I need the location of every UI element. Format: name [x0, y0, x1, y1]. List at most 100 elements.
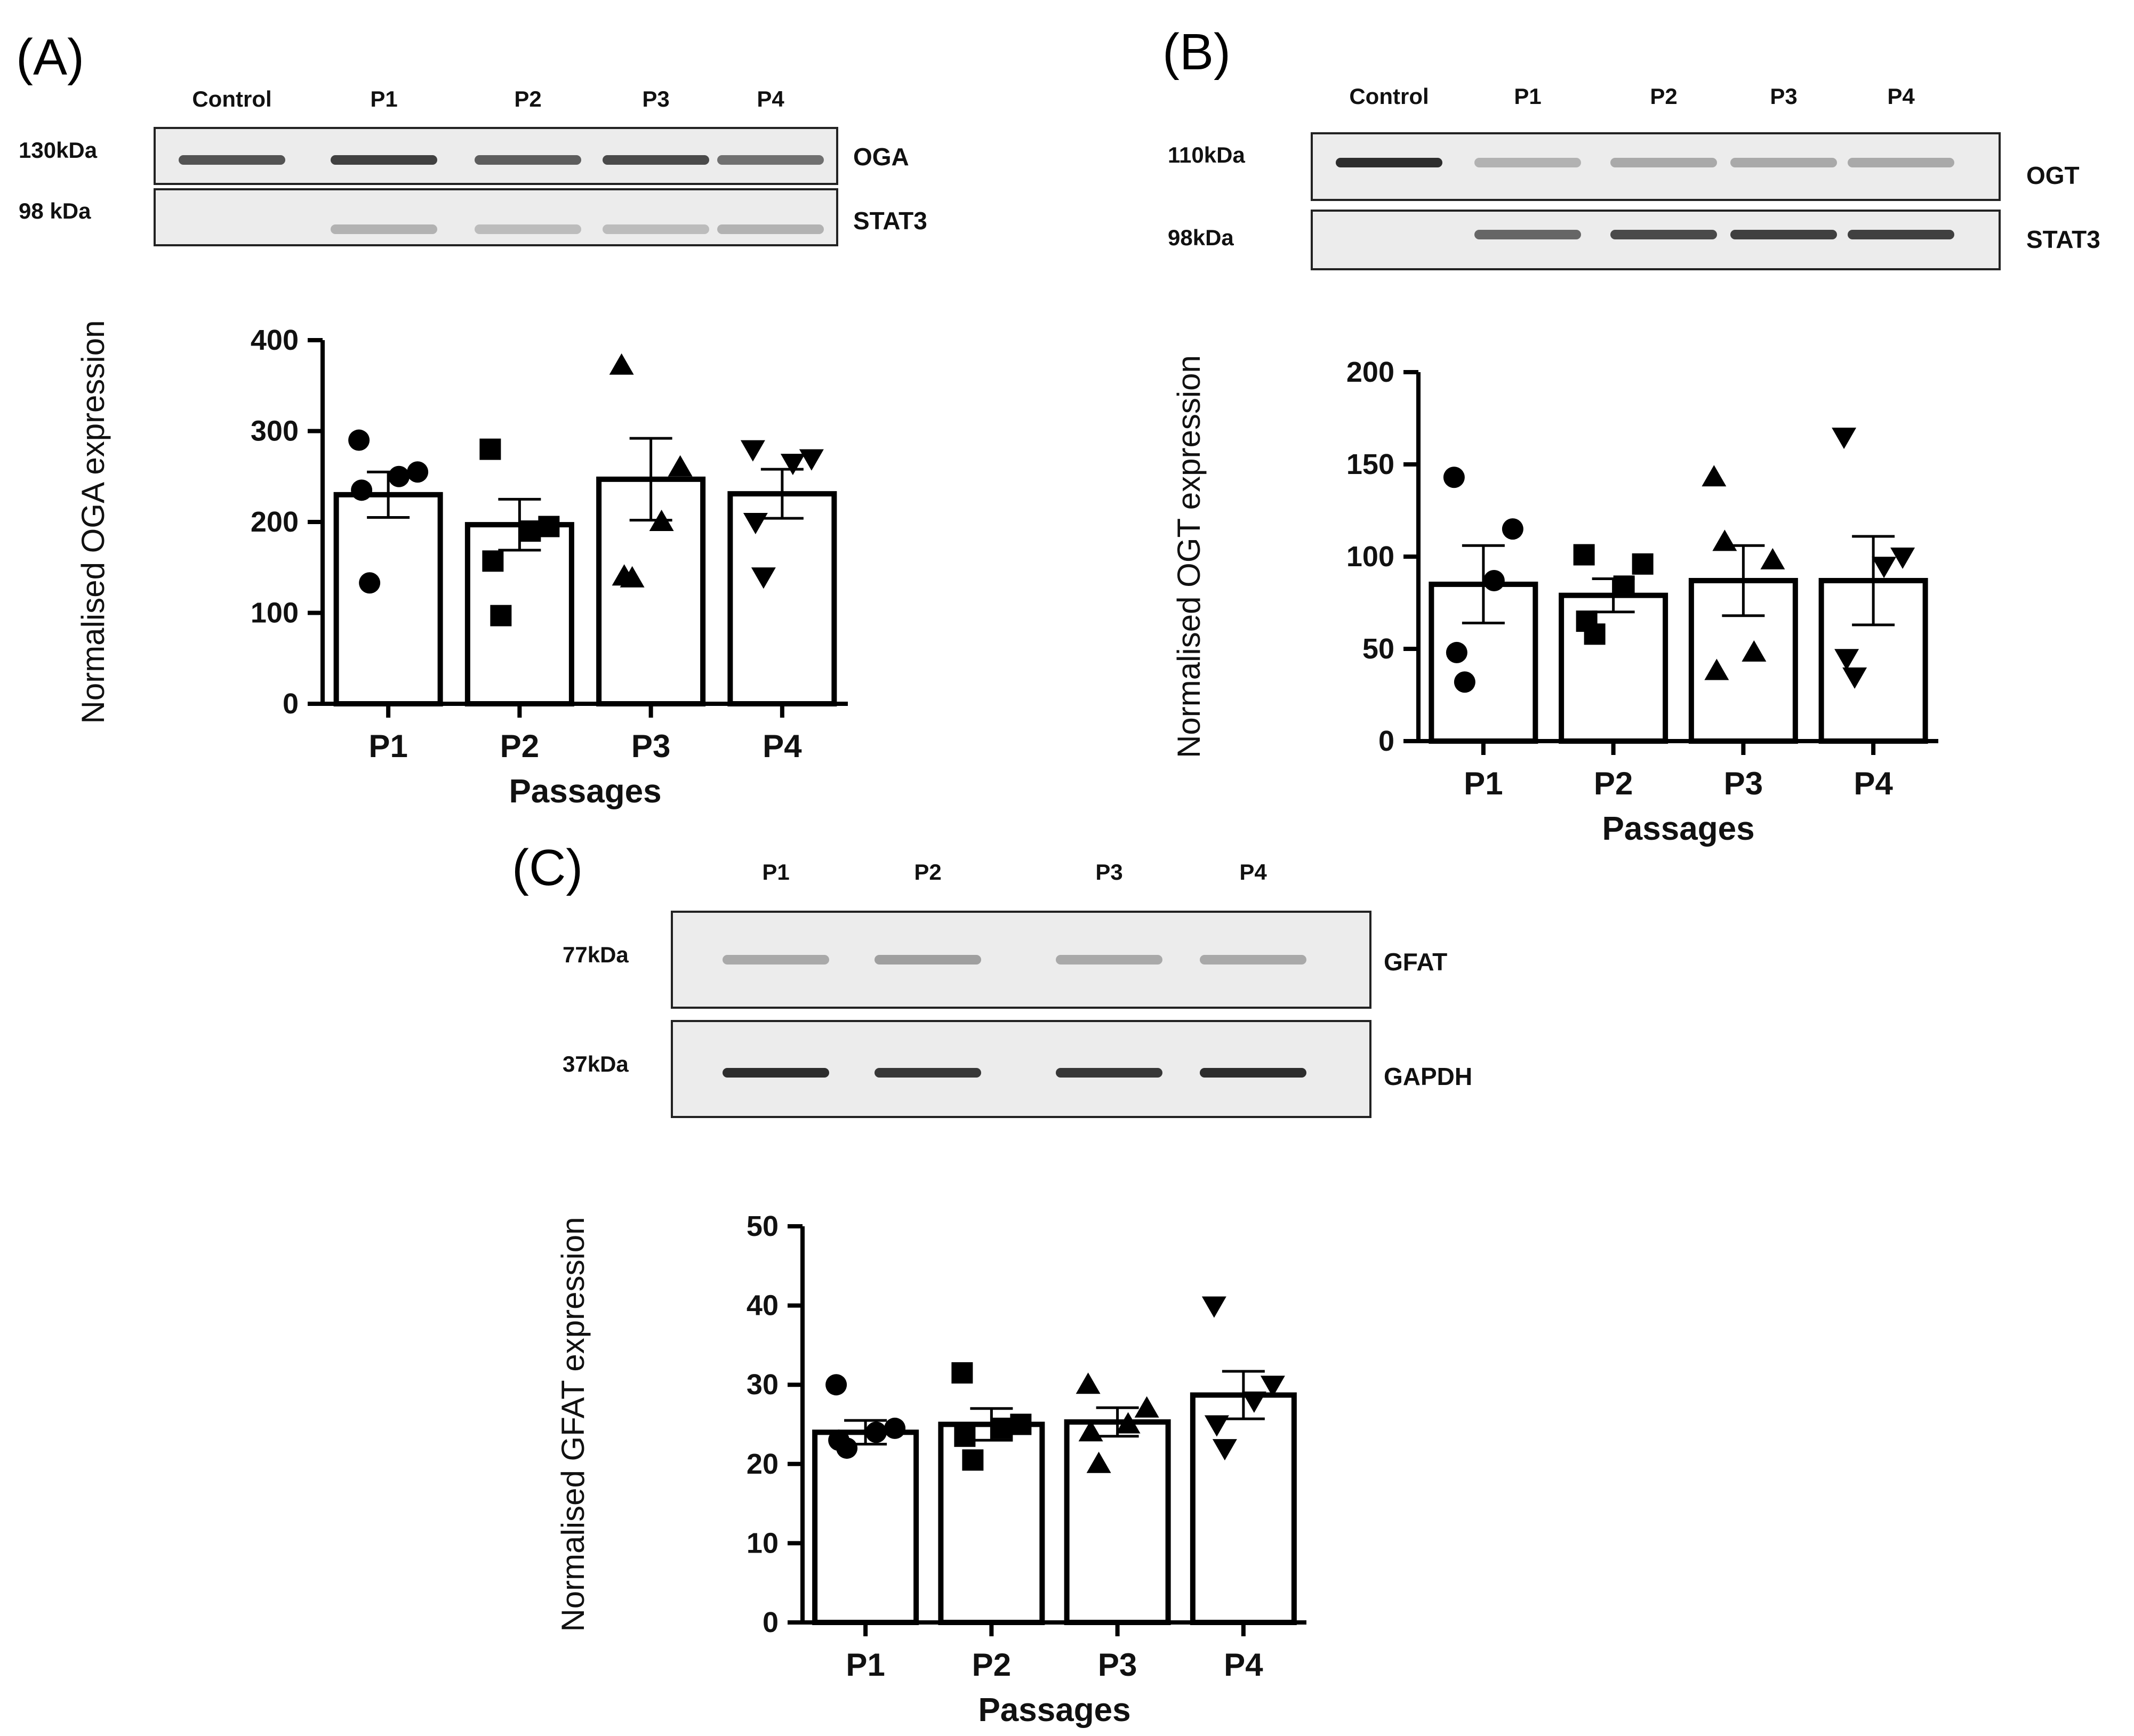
data-point — [884, 1417, 906, 1439]
data-point — [519, 520, 541, 542]
data-point — [1116, 1412, 1141, 1434]
lane-label: P1 — [762, 859, 789, 885]
bar-p2 — [938, 1421, 1045, 1625]
data-point — [1212, 1439, 1237, 1461]
data-point — [348, 429, 370, 451]
blot-band — [723, 1068, 829, 1078]
data-point — [620, 566, 645, 588]
data-point — [1201, 1296, 1226, 1318]
blot-band — [1848, 158, 1954, 167]
data-point — [1446, 641, 1467, 663]
data-point — [1443, 467, 1465, 488]
data-point — [1454, 671, 1475, 693]
lane-label: P1 — [370, 86, 397, 111]
y-tick-label: 50 — [1362, 633, 1394, 665]
lane-label: P1 — [1514, 84, 1541, 109]
panel-a-blot: Control P1 P2 P3 P4 130kDa OGA 98 kDa STAT3 — [19, 86, 927, 246]
blot-band — [331, 155, 437, 165]
data-point — [954, 1425, 976, 1447]
lane-label: P3 — [1770, 84, 1797, 109]
data-point — [865, 1421, 887, 1443]
lane-label: P2 — [1650, 84, 1677, 109]
blot-band — [1200, 1068, 1306, 1078]
blot-band — [1056, 955, 1162, 965]
blot-membrane — [154, 188, 838, 246]
blot-band — [475, 224, 581, 234]
y-tick-label: 150 — [1346, 448, 1394, 480]
blot-band — [331, 224, 437, 234]
y-tick-label: 0 — [283, 688, 299, 720]
molecular-weight-label: 37kDa — [563, 1051, 629, 1076]
data-point — [1573, 544, 1595, 566]
blot-band — [475, 155, 581, 165]
data-point — [743, 513, 768, 534]
molecular-weight-label: 130kDa — [19, 138, 98, 163]
data-point — [799, 449, 824, 471]
data-point — [1632, 553, 1654, 575]
data-point — [1078, 1420, 1103, 1442]
panel-b: (B) Control P1 P2 P3 P4 110kDa OGT 98kDa STAT3 0… — [1162, 23, 2100, 847]
molecular-weight-label: 98 kDa — [19, 198, 91, 223]
panel-c-blot: P1 P2 P3 P4 77kDa GFAT 37kDa GAPDH — [563, 859, 1472, 1118]
data-point — [1834, 649, 1859, 671]
data-point — [538, 516, 560, 537]
data-point — [836, 1437, 858, 1459]
panel-c-chart: 0 10 20 30 40 50 P1 P2 P3 P4 Passages Normalised GF… — [555, 1210, 1306, 1729]
data-point — [1832, 428, 1857, 449]
data-point — [1584, 623, 1606, 645]
data-point — [1241, 1391, 1266, 1413]
blot-band — [875, 955, 981, 965]
data-point — [479, 438, 501, 460]
y-tick-label: 30 — [747, 1369, 779, 1401]
lane-label: Control — [1349, 84, 1429, 109]
y-tick-label: 0 — [1378, 725, 1394, 757]
y-axis-title: Normalised OGT expression — [1171, 355, 1207, 758]
x-tick-label: P3 — [1724, 766, 1763, 801]
data-point — [1010, 1413, 1032, 1435]
x-tick-label: P2 — [500, 728, 539, 764]
lane-label: P4 — [1239, 859, 1267, 885]
y-tick-label: 10 — [747, 1527, 779, 1559]
data-point — [1842, 667, 1867, 689]
y-tick-label: 400 — [251, 324, 299, 356]
data-point — [1204, 1415, 1229, 1437]
panel-b-chart: 0 50 100 150 200 P1 P2 P3 P4 Passages Normalised O… — [1171, 355, 1938, 847]
data-point — [1613, 575, 1635, 597]
blot-band — [717, 155, 824, 165]
data-point — [991, 1417, 1013, 1439]
data-point — [1872, 557, 1897, 578]
x-tick-label: P1 — [368, 728, 407, 764]
x-tick-label: P1 — [846, 1647, 885, 1683]
lane-label: P2 — [514, 86, 541, 111]
lane-label: P2 — [914, 859, 941, 885]
data-point — [1076, 1372, 1101, 1394]
y-tick-label: 100 — [1346, 541, 1394, 573]
panel-c-letter: (C) — [512, 839, 583, 896]
molecular-weight-label: 77kDa — [563, 942, 629, 967]
y-tick-label: 40 — [747, 1290, 779, 1322]
x-tick-label: P4 — [1854, 766, 1893, 801]
data-point — [351, 479, 373, 501]
lane-label: Control — [192, 86, 271, 111]
x-tick-label: P3 — [1098, 1647, 1137, 1683]
blot-band — [603, 224, 709, 234]
panel-a-letter: (A) — [16, 29, 84, 86]
data-point — [482, 550, 504, 572]
bar-p1 — [333, 492, 443, 706]
y-tick-label: 20 — [747, 1448, 779, 1480]
data-point — [1760, 548, 1785, 569]
data-point — [962, 1449, 984, 1471]
blot-band — [1730, 230, 1837, 239]
x-tick-label: P4 — [763, 728, 802, 764]
data-point — [1742, 640, 1767, 662]
protein-label: OGT — [2026, 162, 2080, 189]
protein-label: GFAT — [1384, 948, 1447, 976]
blot-band — [1610, 230, 1717, 239]
protein-label: STAT3 — [853, 207, 927, 235]
protein-label: STAT3 — [2026, 226, 2100, 253]
y-axis-title: Normalised OGA expression — [75, 320, 111, 724]
y-tick-label: 100 — [251, 597, 299, 629]
y-tick-label: 300 — [251, 415, 299, 447]
